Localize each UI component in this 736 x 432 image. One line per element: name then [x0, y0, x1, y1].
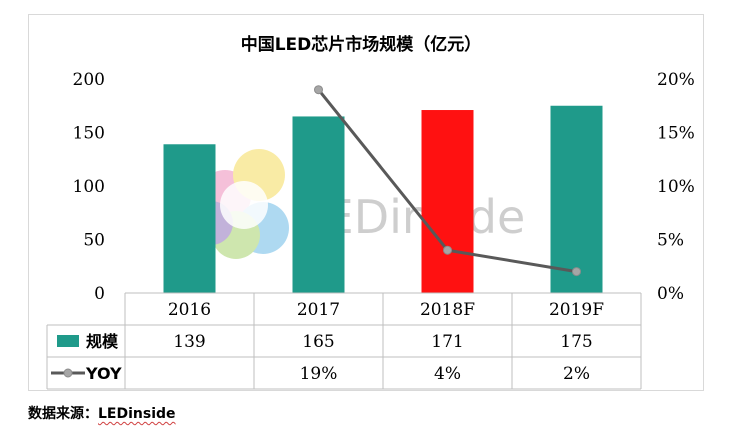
- y-left-tick-label: 200: [73, 70, 105, 90]
- chart-title: 中国LED芯片市场规模（亿元）: [241, 34, 482, 55]
- y-axis-right: 0% 5% 10% 15% 20%: [657, 70, 695, 304]
- bar: [421, 110, 474, 293]
- table-cell-value: 4%: [434, 364, 461, 384]
- bar: [550, 105, 603, 293]
- bar: [292, 116, 345, 293]
- yoy-point: [443, 245, 452, 255]
- table-cell-value: 19%: [300, 364, 338, 384]
- y-right-tick-label: 20%: [657, 70, 695, 90]
- yoy-point: [572, 267, 581, 277]
- y-left-tick-label: 0: [94, 284, 105, 304]
- y-right-tick-label: 10%: [657, 177, 695, 197]
- table-cell-value: 165: [302, 332, 334, 352]
- x-tick-label: 2019F: [549, 300, 604, 320]
- y-axis-left: 0 50 100 150 200: [73, 70, 105, 304]
- table-cell-value: 171: [431, 332, 463, 352]
- legend-line-marker-icon: [63, 368, 73, 378]
- watermark: LEDinside: [189, 149, 525, 259]
- table-cell-value: 2%: [563, 364, 590, 384]
- chart-frame: 中国LED芯片市场规模（亿元） LEDinside 0 50 100 150 200 0…: [28, 14, 704, 391]
- x-tick-label: 2017: [297, 300, 340, 320]
- y-right-tick-label: 15%: [657, 124, 695, 144]
- source-prefix: 数据来源：: [28, 406, 98, 422]
- table-cell-value: 139: [173, 332, 205, 352]
- chart: 中国LED芯片市场规模（亿元） LEDinside 0 50 100 150 200 0…: [46, 34, 695, 390]
- table-row-label: YOY: [85, 364, 122, 383]
- y-left-tick-label: 50: [83, 231, 105, 251]
- source-note: 数据来源：LEDinside: [28, 403, 176, 423]
- table-cell-value: 175: [560, 332, 592, 352]
- yoy-line-series: [314, 85, 581, 277]
- bar-series: [163, 105, 603, 293]
- yoy-point: [314, 85, 323, 95]
- x-tick-label: 2018F: [420, 300, 475, 320]
- y-right-tick-label: 0%: [657, 284, 684, 304]
- source-name: LEDinside: [98, 406, 176, 422]
- x-tick-label: 2016: [168, 300, 211, 320]
- y-left-tick-label: 100: [73, 177, 105, 197]
- data-table: 2016 2017 2018F 2019F 规模 139 165 171 175 YOY 19% 4%…: [46, 292, 642, 390]
- bar: [163, 144, 216, 293]
- y-left-tick-label: 150: [73, 124, 105, 144]
- table-row-label: 规模: [86, 332, 119, 351]
- legend-bar-swatch-icon: [57, 335, 79, 347]
- y-right-tick-label: 5%: [657, 231, 684, 251]
